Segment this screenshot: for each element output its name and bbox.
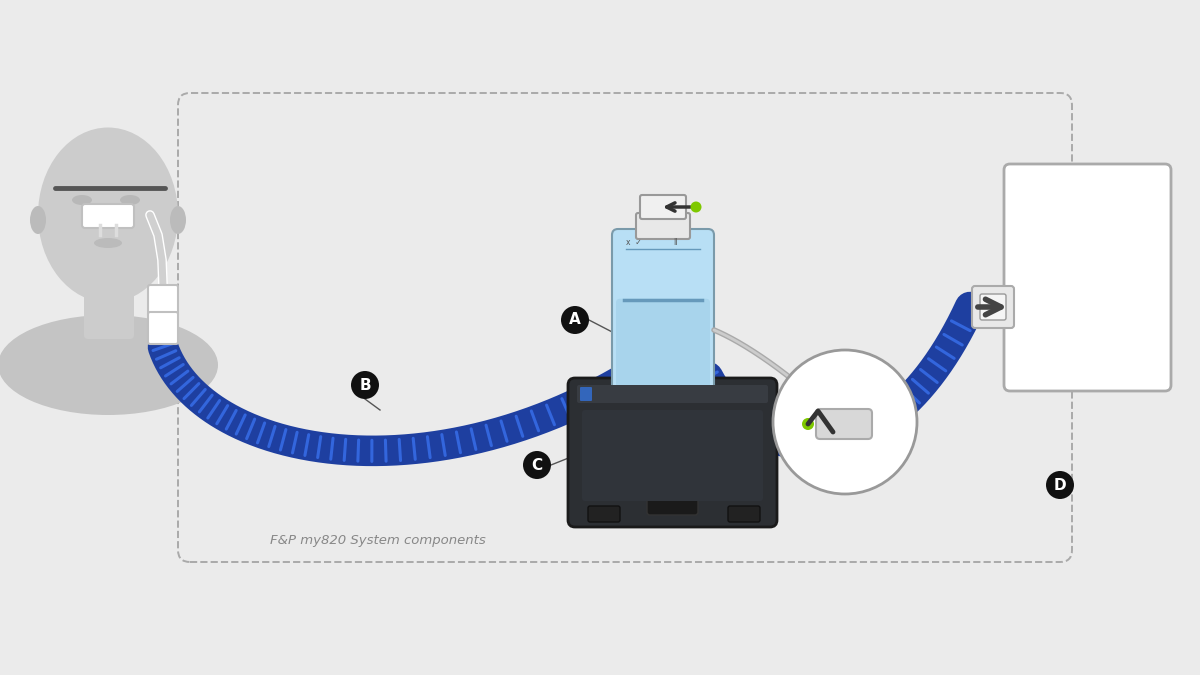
Circle shape <box>802 418 814 430</box>
Text: F&P my820 System components: F&P my820 System components <box>270 534 486 547</box>
FancyBboxPatch shape <box>84 251 134 339</box>
FancyBboxPatch shape <box>636 213 690 239</box>
Circle shape <box>690 202 702 213</box>
Circle shape <box>773 350 917 494</box>
Text: A: A <box>569 313 581 327</box>
FancyBboxPatch shape <box>980 294 1006 320</box>
Text: II: II <box>673 238 678 247</box>
Text: D: D <box>1054 477 1067 493</box>
FancyBboxPatch shape <box>1004 164 1171 391</box>
FancyBboxPatch shape <box>588 506 620 522</box>
Circle shape <box>523 451 551 479</box>
Text: B: B <box>359 377 371 392</box>
FancyBboxPatch shape <box>647 495 698 515</box>
FancyBboxPatch shape <box>728 506 760 522</box>
FancyBboxPatch shape <box>612 229 714 396</box>
FancyBboxPatch shape <box>640 195 686 219</box>
FancyBboxPatch shape <box>148 285 178 317</box>
Ellipse shape <box>170 206 186 234</box>
Circle shape <box>562 306 589 334</box>
Ellipse shape <box>94 238 122 248</box>
FancyBboxPatch shape <box>577 385 768 403</box>
Circle shape <box>352 371 379 399</box>
Text: x  ✓: x ✓ <box>626 238 642 247</box>
Ellipse shape <box>72 195 92 205</box>
Ellipse shape <box>38 128 178 302</box>
Circle shape <box>1046 471 1074 499</box>
Ellipse shape <box>120 195 140 205</box>
FancyBboxPatch shape <box>568 378 778 527</box>
FancyBboxPatch shape <box>580 387 592 401</box>
FancyBboxPatch shape <box>816 409 872 439</box>
FancyBboxPatch shape <box>972 286 1014 328</box>
Ellipse shape <box>0 315 218 415</box>
FancyBboxPatch shape <box>616 299 710 392</box>
Ellipse shape <box>30 206 46 234</box>
FancyBboxPatch shape <box>582 410 763 501</box>
FancyBboxPatch shape <box>82 204 134 228</box>
Text: C: C <box>532 458 542 472</box>
FancyBboxPatch shape <box>148 312 178 344</box>
